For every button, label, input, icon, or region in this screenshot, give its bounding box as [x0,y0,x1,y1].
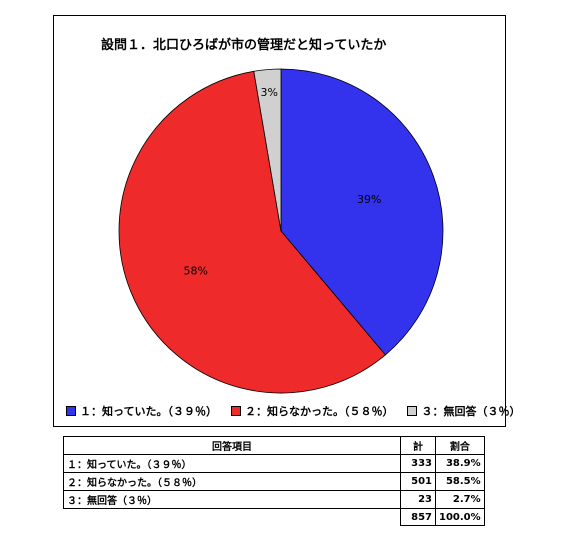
legend-item-known: １：知っていた。（３９％） [66,403,217,419]
row-pct: 58.5% [435,472,485,491]
pie-chart: 39% 58% 3% [118,68,444,394]
table-header-row: 回答項目 計 割合 [63,436,485,455]
row-item: ２：知らなかった。（５８％） [63,472,401,491]
table-row: ３：無回答（３％） 23 2.7% [63,490,485,509]
chart-frame: 設問１．北口ひろばが市の管理だと知っていたか 39% 58% 3% １：知っていた。… [53,15,520,427]
header-pct: 割合 [435,436,485,455]
total-pct: 100.0% [435,508,485,526]
legend-label-no-answer: ３：無回答（３％） [421,405,521,418]
row-item: １：知っていた。（３９％） [63,454,401,473]
legend-item-no-answer: ３：無回答（３％） [407,403,520,419]
table-row: １：知っていた。（３９％） 333 38.9% [63,454,485,473]
row-count: 333 [400,454,436,473]
header-count: 計 [400,436,436,455]
table-row: ２：知らなかった。（５８％） 501 58.5% [63,472,485,491]
legend-swatch-no-answer [407,406,418,416]
row-pct: 38.9% [435,454,485,473]
legend-swatch-known [66,406,76,416]
legend-label-unknown: ２：知らなかった。（５８％） [244,405,394,418]
row-count: 23 [400,490,436,509]
summary-table: 回答項目 計 割合 １：知っていた。（３９％） 333 38.9% ２：知らなか… [63,436,485,526]
header-item: 回答項目 [63,436,401,455]
table-total-row: 857 100.0% [64,508,485,526]
legend-label-known: １：知っていた。（３９％） [80,405,217,418]
pie-slice-no-answer [253,68,282,232]
row-count: 501 [400,472,436,491]
row-item: ３：無回答（３％） [63,490,401,509]
chart-title: 設問１．北口ひろばが市の管理だと知っていたか [101,38,387,53]
legend-swatch-unknown [230,406,241,416]
legend: １：知っていた。（３９％） ２：知らなかった。（５８％） ３：無回答（３％） [66,403,520,419]
row-pct: 2.7% [435,490,485,509]
total-count: 857 [400,508,436,526]
pie-slice-known [280,68,444,356]
slice-label-known: 39% [357,193,381,206]
slice-label-no-answer: 3% [261,86,278,99]
pie-slice-unknown [118,70,386,394]
slice-label-unknown: 58% [184,265,208,278]
total-spacer [64,509,401,526]
legend-item-unknown: ２：知らなかった。（５８％） [230,403,394,419]
